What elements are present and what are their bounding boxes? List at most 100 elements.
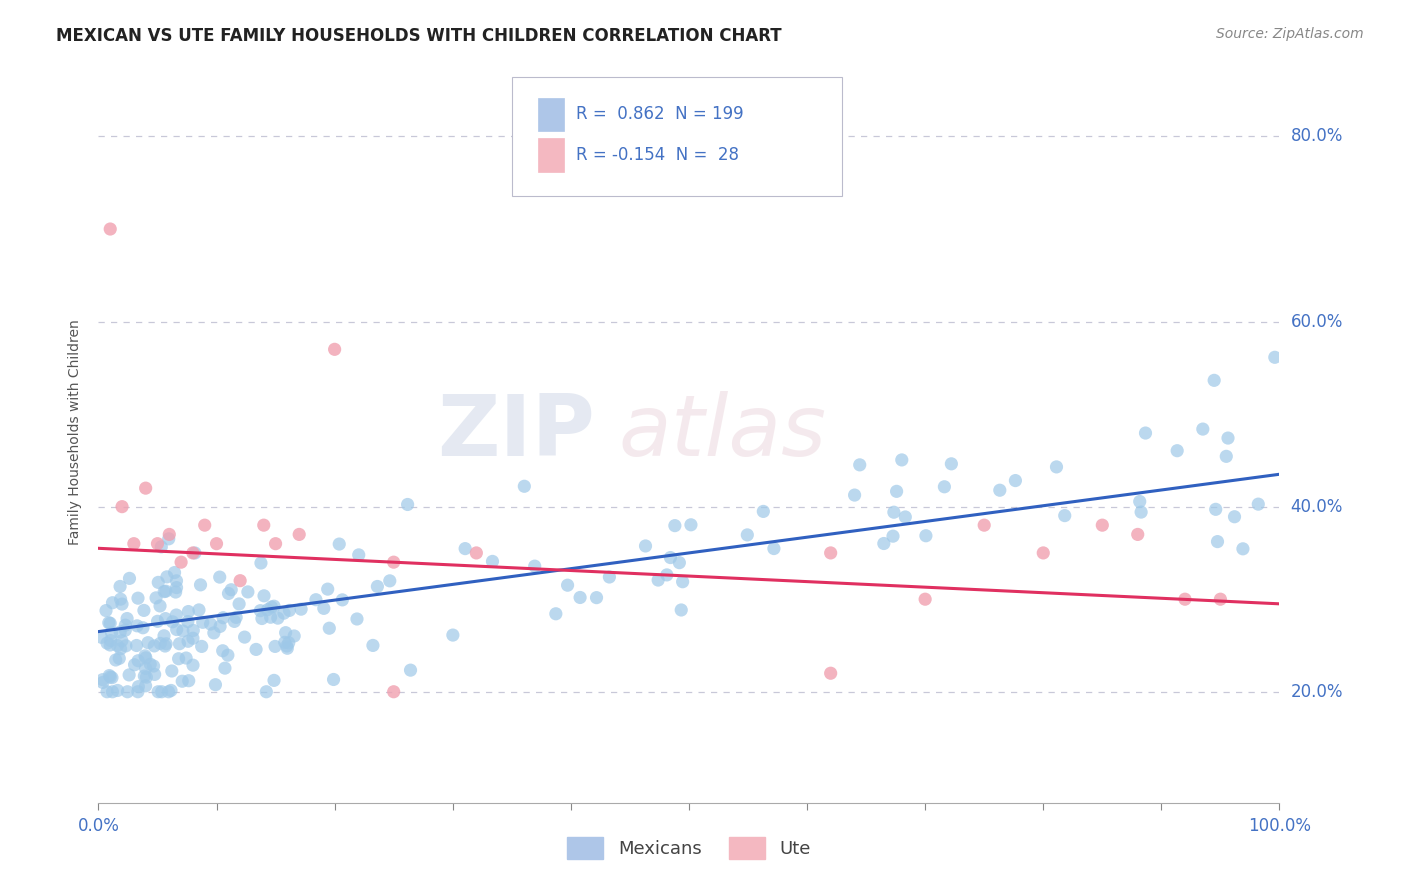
- Point: [132, 603, 155, 617]
- Point: [894, 510, 917, 524]
- Point: [155, 637, 177, 651]
- Point: [184, 546, 207, 560]
- Point: [330, 592, 353, 607]
- Point: [441, 628, 464, 642]
- Text: atlas: atlas: [619, 391, 827, 475]
- Point: [934, 480, 956, 494]
- Point: [228, 597, 250, 611]
- Point: [1032, 546, 1054, 560]
- Point: [145, 591, 167, 605]
- Point: [101, 596, 124, 610]
- Point: [217, 648, 239, 662]
- Point: [202, 626, 225, 640]
- Point: [316, 582, 339, 596]
- Point: [194, 518, 217, 533]
- Point: [361, 639, 384, 653]
- Point: [1129, 494, 1152, 508]
- Point: [114, 624, 136, 638]
- Point: [101, 671, 124, 685]
- FancyBboxPatch shape: [537, 138, 564, 171]
- Point: [160, 664, 183, 678]
- Point: [671, 603, 693, 617]
- Point: [136, 635, 159, 649]
- Point: [915, 529, 938, 543]
- Point: [160, 683, 183, 698]
- Point: [848, 458, 870, 472]
- Point: [323, 343, 346, 357]
- Point: [177, 615, 200, 629]
- Point: [162, 615, 184, 629]
- Point: [115, 639, 138, 653]
- Point: [150, 685, 173, 699]
- Point: [454, 541, 477, 556]
- Point: [124, 657, 146, 672]
- Point: [328, 537, 350, 551]
- Point: [127, 685, 149, 699]
- Point: [347, 548, 370, 562]
- Point: [557, 578, 579, 592]
- Point: [399, 663, 422, 677]
- Point: [100, 626, 122, 640]
- Point: [523, 559, 546, 574]
- Point: [263, 599, 285, 614]
- Point: [256, 602, 278, 616]
- Point: [153, 629, 176, 643]
- Point: [105, 639, 128, 653]
- Point: [225, 610, 247, 624]
- Point: [1045, 459, 1067, 474]
- Point: [122, 536, 145, 550]
- Point: [544, 607, 567, 621]
- Point: [143, 639, 166, 653]
- Point: [1209, 592, 1232, 607]
- Point: [1216, 431, 1239, 445]
- Point: [890, 453, 912, 467]
- Point: [111, 633, 134, 648]
- Point: [820, 546, 842, 560]
- Text: 60.0%: 60.0%: [1291, 312, 1343, 331]
- Point: [219, 582, 242, 597]
- Point: [127, 591, 149, 606]
- Point: [149, 599, 172, 613]
- Point: [108, 651, 131, 665]
- Point: [305, 592, 328, 607]
- Point: [1091, 518, 1114, 533]
- Point: [125, 619, 148, 633]
- Point: [678, 805, 700, 819]
- Point: [762, 541, 785, 556]
- Point: [229, 574, 252, 588]
- Point: [254, 685, 277, 699]
- Point: [146, 536, 169, 550]
- Point: [114, 618, 136, 632]
- Point: [1247, 497, 1270, 511]
- Point: [346, 612, 368, 626]
- Point: [188, 603, 211, 617]
- Point: [149, 636, 172, 650]
- Text: 80.0%: 80.0%: [1291, 128, 1343, 145]
- Point: [135, 651, 157, 665]
- Point: [941, 457, 963, 471]
- Point: [181, 658, 204, 673]
- Point: [101, 685, 124, 699]
- Point: [181, 546, 204, 560]
- FancyBboxPatch shape: [512, 78, 842, 195]
- Point: [679, 517, 702, 532]
- Point: [1135, 425, 1157, 440]
- Text: 20.0%: 20.0%: [1291, 682, 1343, 701]
- Point: [107, 683, 129, 698]
- Point: [134, 648, 156, 663]
- Point: [276, 641, 298, 656]
- Point: [1130, 505, 1153, 519]
- Point: [752, 504, 775, 518]
- Text: MEXICAN VS UTE FAMILY HOUSEHOLDS WITH CHILDREN CORRELATION CHART: MEXICAN VS UTE FAMILY HOUSEHOLDS WITH CH…: [56, 27, 782, 45]
- Point: [190, 640, 212, 654]
- Point: [174, 651, 197, 665]
- Point: [1004, 474, 1026, 488]
- Point: [165, 607, 187, 622]
- Point: [1264, 351, 1286, 365]
- Point: [513, 479, 536, 493]
- Point: [264, 640, 287, 654]
- Text: R = -0.154  N =  28: R = -0.154 N = 28: [575, 146, 738, 164]
- Point: [585, 591, 607, 605]
- Point: [166, 581, 188, 595]
- Point: [250, 556, 273, 570]
